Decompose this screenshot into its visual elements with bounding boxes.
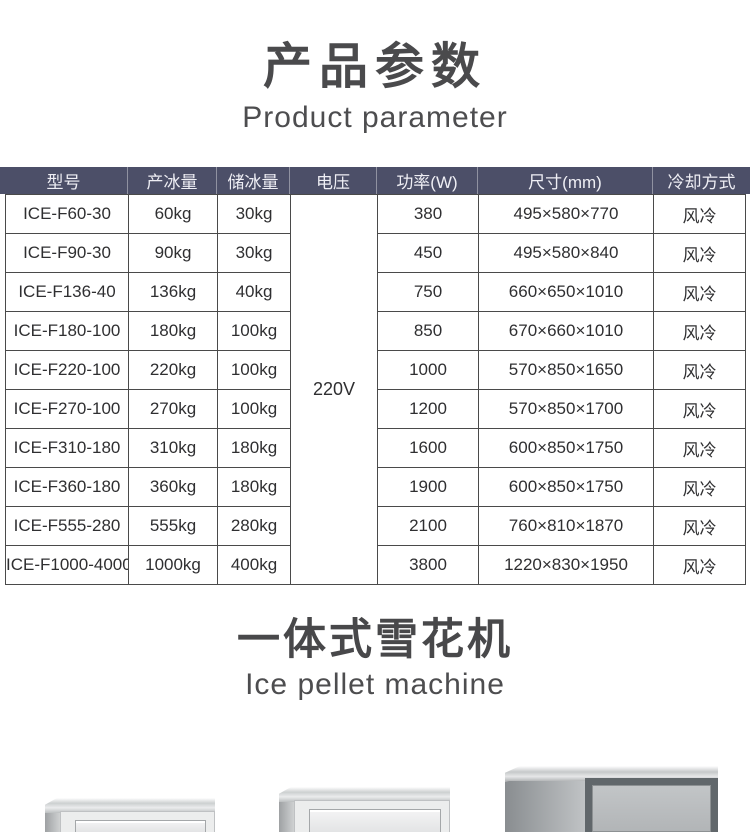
cell-power: 750 [377,272,479,312]
cell-ice-production: 136kg [128,272,218,312]
ice-machine-photo-small [45,798,215,832]
cell-power: 1900 [377,467,479,507]
cell-ice-storage: 100kg [217,311,291,351]
cell-ice-storage: 400kg [217,545,291,585]
table-row: ICE-F90-30 90kg 30kg 450 495×580×840 风冷 [5,233,746,273]
cell-model: ICE-F310-180 [5,428,129,468]
machine-door [592,785,711,832]
cell-cooling: 风冷 [653,428,746,468]
machine-top-panel [45,798,215,813]
cell-model: ICE-F180-100 [5,311,129,351]
cell-dimensions: 570×850×1650 [478,350,654,390]
table-row: ICE-F1000-4000 1000kg 400kg 3800 1220×83… [5,545,746,585]
cell-ice-production: 270kg [128,389,218,429]
machine-top-panel [505,766,718,781]
page-title-en: Product parameter [242,101,508,134]
cell-dimensions: 760×810×1870 [478,506,654,546]
machine-top-panel [279,787,450,802]
section-title-en: Ice pellet machine [245,668,505,701]
cell-ice-storage: 180kg [217,428,291,468]
ice-machine-photo-medium [279,787,450,832]
cell-model: ICE-F90-30 [5,233,129,273]
cell-ice-storage: 180kg [217,467,291,507]
cell-dimensions: 600×850×1750 [478,428,654,468]
cell-dimensions: 495×580×770 [478,194,654,234]
table-header-row: 型号 产冰量 储冰量 电压 功率(W) 尺寸(mm) 冷却方式 [0,167,750,194]
product-parameter-table: 型号 产冰量 储冰量 电压 功率(W) 尺寸(mm) 冷却方式 ICE-F60-… [0,167,750,585]
cell-ice-production: 90kg [128,233,218,273]
col-header-power: 功率(W) [377,167,478,194]
machine-door [308,809,442,832]
cell-cooling: 风冷 [653,233,746,273]
cell-ice-production: 60kg [128,194,218,234]
cell-cooling: 风冷 [653,389,746,429]
section-title-cn: 一体式雪花机 [237,617,513,664]
cell-power: 1200 [377,389,479,429]
cell-dimensions: 1220×830×1950 [478,545,654,585]
cell-model: ICE-F220-100 [5,350,129,390]
cell-model: ICE-F1000-4000 [5,545,129,585]
cell-voltage-merged: 220V [290,194,378,585]
cell-cooling: 风冷 [653,311,746,351]
cell-cooling: 风冷 [653,194,746,234]
cell-ice-storage: 100kg [217,389,291,429]
col-header-voltage: 电压 [290,167,377,194]
cell-cooling: 风冷 [653,350,746,390]
machine-side-panel [505,773,585,832]
cell-dimensions: 660×650×1010 [478,272,654,312]
cell-ice-production: 1000kg [128,545,218,585]
cell-ice-storage: 30kg [217,194,291,234]
col-header-ice-production: 产冰量 [128,167,217,194]
cell-ice-production: 220kg [128,350,218,390]
cell-model: ICE-F555-280 [5,506,129,546]
table-row: ICE-F220-100 220kg 100kg 1000 570×850×16… [5,350,746,390]
page-title-cn: 产品参数 [262,39,487,94]
ice-machine-photo-large [505,766,718,832]
col-header-cooling: 冷却方式 [667,173,736,192]
cell-dimensions: 495×580×840 [478,233,654,273]
col-header-dimensions: 尺寸(mm) [478,167,653,194]
cell-cooling: 风冷 [653,272,746,312]
cell-cooling: 风冷 [653,506,746,546]
cell-power: 1600 [377,428,479,468]
table-row: ICE-F136-40 136kg 40kg 750 660×650×1010 … [5,272,746,312]
table-row: ICE-F180-100 180kg 100kg 850 670×660×101… [5,311,746,351]
cell-dimensions: 600×850×1750 [478,467,654,507]
col-header-ice-storage: 储冰量 [217,167,290,194]
cell-ice-storage: 100kg [217,350,291,390]
machine-front-panel [585,778,718,832]
table-row: ICE-F360-180 360kg 180kg 1900 600×850×17… [5,467,746,507]
cell-model: ICE-F60-30 [5,194,129,234]
cell-dimensions: 670×660×1010 [478,311,654,351]
cell-dimensions: 570×850×1700 [478,389,654,429]
cell-power: 450 [377,233,479,273]
cell-power: 1000 [377,350,479,390]
cell-ice-storage: 30kg [217,233,291,273]
cell-ice-storage: 280kg [217,506,291,546]
machine-front-panel [294,800,450,832]
col-header-model: 型号 [0,167,128,194]
machine-front-panel [60,811,215,832]
cell-power: 850 [377,311,479,351]
cell-model: ICE-F360-180 [5,467,129,507]
cell-model: ICE-F136-40 [5,272,129,312]
cell-model: ICE-F270-100 [5,389,129,429]
cell-cooling: 风冷 [653,467,746,507]
cell-ice-storage: 40kg [217,272,291,312]
cell-power: 2100 [377,506,479,546]
cell-ice-production: 310kg [128,428,218,468]
table-row: ICE-F270-100 270kg 100kg 1200 570×850×17… [5,389,746,429]
cell-ice-production: 555kg [128,506,218,546]
cell-cooling: 风冷 [653,545,746,585]
table-row: ICE-F555-280 555kg 280kg 2100 760×810×18… [5,506,746,546]
table-row: ICE-F60-30 60kg 30kg 220V 380 495×580×77… [5,194,746,585]
cell-power: 380 [377,194,479,234]
table-body: ICE-F60-30 60kg 30kg 220V 380 495×580×77… [5,194,746,585]
cell-power: 3800 [377,545,479,585]
cell-ice-production: 360kg [128,467,218,507]
machine-door [74,820,207,832]
cell-ice-production: 180kg [128,311,218,351]
